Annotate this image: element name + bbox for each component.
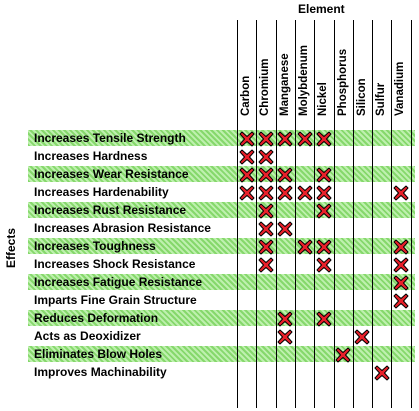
x-mark-icon [393, 275, 409, 291]
effect-label: Increases Fatigue Resistance [34, 275, 203, 289]
x-mark-icon [316, 167, 332, 183]
x-mark-icon [297, 185, 313, 201]
effect-label: Increases Hardness [34, 149, 148, 163]
column-divider [391, 20, 392, 408]
column-divider [334, 20, 335, 408]
x-mark-icon [277, 185, 293, 201]
effect-label: Increases Hardenability [34, 185, 169, 199]
element-header: Chromium [259, 58, 271, 117]
element-axis-title: Element [298, 2, 345, 16]
column-divider [237, 20, 238, 408]
element-header: Sulfur [375, 82, 387, 116]
effect-label: Reduces Deformation [34, 311, 159, 325]
x-mark-icon [316, 257, 332, 273]
x-mark-icon [316, 311, 332, 327]
column-divider [295, 20, 296, 408]
x-mark-icon [258, 185, 274, 201]
effect-label: Increases Toughness [34, 239, 156, 253]
x-mark-icon [354, 329, 370, 345]
element-header: Phosphorus [337, 48, 349, 116]
x-mark-icon [277, 311, 293, 327]
element-header: Manganese [279, 53, 291, 116]
x-mark-icon [258, 203, 274, 219]
x-mark-icon [258, 221, 274, 237]
x-mark-icon [277, 167, 293, 183]
x-mark-icon [297, 239, 313, 255]
x-mark-icon [297, 131, 313, 147]
effect-label: Increases Shock Resistance [34, 257, 196, 271]
x-mark-icon [277, 329, 293, 345]
column-divider [353, 20, 354, 408]
x-mark-icon [316, 239, 332, 255]
row-band [28, 346, 415, 362]
x-mark-icon [393, 257, 409, 273]
column-divider [411, 20, 412, 408]
x-mark-icon [393, 293, 409, 309]
x-mark-icon [277, 221, 293, 237]
element-header: Vanadium [394, 61, 406, 116]
column-divider [256, 20, 257, 408]
x-mark-icon [258, 257, 274, 273]
effects-axis-title: Effects [4, 227, 18, 268]
element-header: Carbon [240, 75, 252, 116]
x-mark-icon [316, 131, 332, 147]
x-mark-icon [258, 167, 274, 183]
effect-label: Acts as Deoxidizer [34, 329, 141, 343]
x-mark-icon [335, 347, 351, 363]
effect-label: Increases Tensile Strength [34, 131, 186, 145]
x-mark-icon [258, 149, 274, 165]
element-header: Silicon [356, 78, 368, 116]
column-divider [372, 20, 373, 408]
effect-label: Increases Abrasion Resistance [34, 221, 211, 235]
x-mark-icon [374, 365, 390, 381]
x-mark-icon [277, 131, 293, 147]
element-header: Nickel [317, 82, 329, 116]
effect-label: Increases Rust Resistance [34, 203, 187, 217]
x-mark-icon [239, 185, 255, 201]
x-mark-icon [239, 149, 255, 165]
effect-label: Increases Wear Resistance [34, 167, 189, 181]
column-divider [276, 20, 277, 408]
x-mark-icon [239, 131, 255, 147]
element-header: Molybdenum [298, 45, 310, 116]
x-mark-icon [316, 185, 332, 201]
effect-label: Eliminates Blow Holes [34, 347, 163, 361]
x-mark-icon [316, 203, 332, 219]
x-mark-icon [393, 185, 409, 201]
x-mark-icon [393, 239, 409, 255]
x-mark-icon [239, 167, 255, 183]
effect-label: Imparts Fine Grain Structure [34, 293, 197, 307]
x-mark-icon [258, 239, 274, 255]
x-mark-icon [258, 131, 274, 147]
effect-label: Improves Machinability [34, 365, 167, 379]
column-divider [314, 20, 315, 408]
row-band [28, 274, 415, 290]
